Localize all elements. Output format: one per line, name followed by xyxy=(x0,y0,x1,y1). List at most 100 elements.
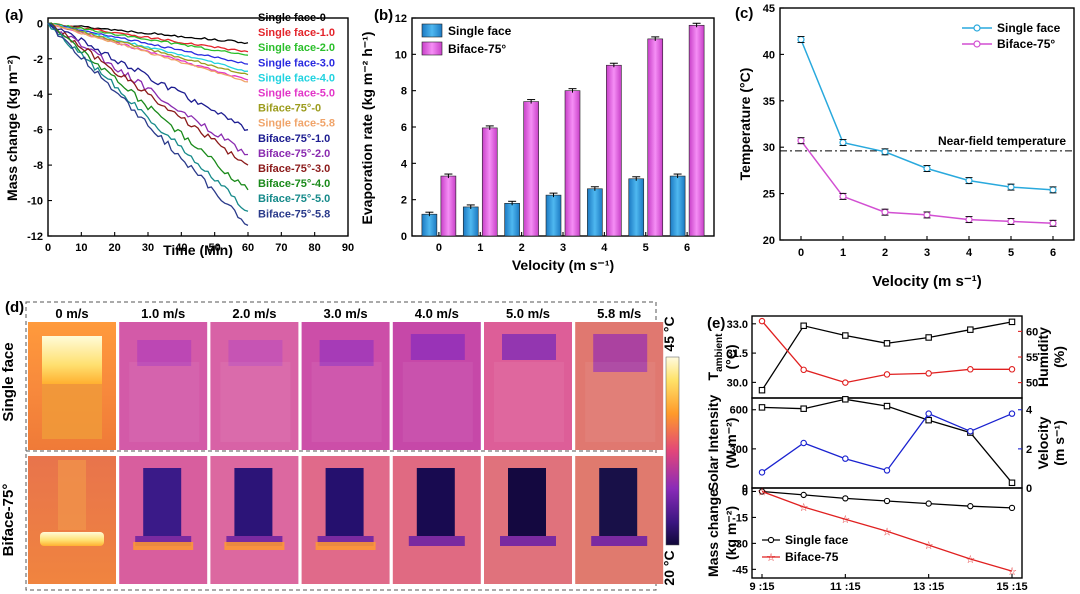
bar-b xyxy=(669,175,686,237)
x-tick-label-a: 40 xyxy=(175,242,187,254)
y-tick-label-b: 10 xyxy=(395,49,407,61)
y-axis-label-c: Temperature (°C) xyxy=(737,68,753,181)
y-tick-label-c: 30 xyxy=(763,142,775,154)
thermal-body xyxy=(311,362,382,442)
legend-entry-a: Single face-0 xyxy=(258,12,326,24)
data-point-e xyxy=(758,404,766,411)
y2-tick-label-e: 2 xyxy=(1026,444,1032,456)
series-line-a xyxy=(47,22,249,45)
y2-tick-label-e: 55 xyxy=(1026,352,1038,364)
thermal-base xyxy=(317,536,374,546)
data-point-e xyxy=(925,416,932,424)
data-point-e xyxy=(842,495,849,502)
thermal-sample xyxy=(325,468,364,538)
y-tick-label-e: 300 xyxy=(730,444,748,456)
x-tick-label-a: 60 xyxy=(242,242,254,254)
data-point-c xyxy=(965,215,973,224)
star-marker-e: ☆ xyxy=(882,526,892,538)
star-marker-e: ☆ xyxy=(799,502,809,514)
legend-entry-e: Biface-75 xyxy=(785,550,839,564)
data-point-e xyxy=(883,371,891,378)
data-point-e xyxy=(800,439,807,447)
y-tick-label-c: 40 xyxy=(763,49,775,61)
y2-axis-label-e: Velocity xyxy=(1035,416,1051,469)
data-point-c xyxy=(1049,219,1057,227)
bar-b xyxy=(421,213,438,237)
series-line-a xyxy=(47,22,249,166)
y-tick-label-b: 6 xyxy=(401,122,407,134)
velocity-label-d: 2.0 m/s xyxy=(232,306,276,321)
velocity-label-d: 4.0 m/s xyxy=(415,306,459,321)
legend-entry-a: Biface-75°-4.0 xyxy=(258,178,330,190)
legend-swatch-b xyxy=(421,23,443,38)
y-tick-label-b: 12 xyxy=(395,13,407,25)
thermal-body xyxy=(585,362,656,442)
y-tick-label-a: -2 xyxy=(33,54,43,66)
velocity-label-d: 1.0 m/s xyxy=(141,306,185,321)
series-line-a xyxy=(48,22,249,83)
x-tick-label-a: 50 xyxy=(209,242,221,254)
thermal-base xyxy=(500,536,556,546)
thermal-sample xyxy=(502,334,556,360)
y-tick-label-c: 25 xyxy=(763,189,775,201)
bar-b xyxy=(523,101,539,237)
velocity-label-d: 5.8 m/s xyxy=(597,306,641,321)
thermal-sample xyxy=(58,460,86,530)
thermal-hotspot xyxy=(40,532,104,546)
thermal-sample xyxy=(508,468,546,538)
star-marker-e: ☆ xyxy=(924,540,934,552)
x-tick-label-a: 90 xyxy=(342,242,354,254)
data-point-e xyxy=(842,332,849,339)
legend-entry-a: Single face-4.0 xyxy=(258,72,335,84)
velocity-label-d: 5.0 m/s xyxy=(506,306,550,321)
legend-entry-a: Biface-75°-2.0 xyxy=(258,148,330,160)
y-axis-unit-e: (kg m⁻²) xyxy=(723,506,739,560)
data-point-c xyxy=(1049,186,1057,194)
legend-entry-a: Biface-75°-5.0 xyxy=(258,193,330,205)
colorbar-min-label: 20 °C xyxy=(661,550,677,585)
plot-frame-a xyxy=(47,17,349,237)
series-line-e xyxy=(761,321,1013,391)
y-tick-label-e: 31.5 xyxy=(727,348,748,360)
thermal-base xyxy=(135,536,192,546)
y-tick-label-e: -15 xyxy=(732,512,748,524)
series-line-e xyxy=(761,412,1013,473)
x-tick-label-c: 3 xyxy=(924,247,930,259)
x-tick-label-e: 9 :15 xyxy=(749,581,774,593)
data-point-e xyxy=(842,455,849,462)
velocity-label-d: 3.0 m/s xyxy=(324,306,368,321)
data-point-c xyxy=(965,177,973,185)
x-tick-label-b: 4 xyxy=(601,242,608,254)
thermal-base xyxy=(591,536,648,546)
x-tick-label-a: 80 xyxy=(309,242,321,254)
thermal-sample xyxy=(143,468,182,538)
thermal-base xyxy=(408,536,465,546)
series-line-a xyxy=(47,22,249,56)
x-axis-label-b: Velocity (m s⁻¹) xyxy=(512,257,614,273)
data-point-c xyxy=(797,35,805,44)
reference-label-c: Near-field temperature xyxy=(938,134,1066,148)
star-marker-e: ☆ xyxy=(840,514,850,526)
data-point-e xyxy=(800,491,807,499)
y-tick-label-e: -45 xyxy=(732,564,748,576)
legend-marker-e: ☆ xyxy=(766,552,776,564)
y2-tick-label-e: 0 xyxy=(1026,483,1032,495)
data-point-e xyxy=(1008,479,1016,487)
row-label-single: Single face xyxy=(0,342,17,421)
data-point-e xyxy=(800,322,807,330)
data-point-e xyxy=(758,317,766,325)
thermal-sample xyxy=(416,468,455,538)
x-tick-label-a: 30 xyxy=(142,242,154,254)
data-point-e xyxy=(883,340,891,347)
y-axis-label-b: Evaporation rate (kg m⁻² h⁻¹) xyxy=(359,32,375,225)
star-marker-e: ☆ xyxy=(757,486,767,498)
thermal-body xyxy=(220,362,291,442)
y-tick-label-c: 35 xyxy=(763,96,775,108)
data-point-e xyxy=(842,396,849,403)
data-point-c xyxy=(839,138,847,147)
y-tick-label-b: 8 xyxy=(401,86,407,98)
y-tick-label-a: 0 xyxy=(37,18,43,30)
data-point-c xyxy=(923,164,931,173)
legend-entry-a: Single face-5.0 xyxy=(258,88,335,100)
